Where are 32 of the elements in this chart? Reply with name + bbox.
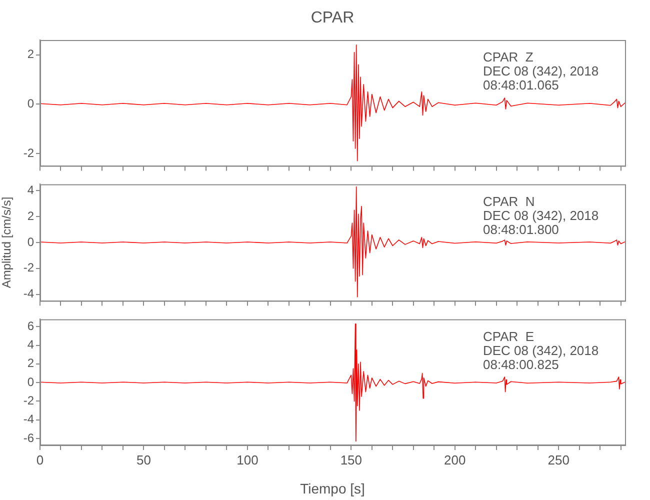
y-tick-label: -4 — [23, 412, 34, 426]
y-axis-title: Amplitud [cm/s/s] — [0, 196, 14, 288]
annotation: CPAR Z — [483, 50, 534, 65]
y-tick-label: 4 — [27, 182, 34, 197]
y-tick-label: 4 — [27, 338, 34, 352]
y-tick-label: -2 — [23, 146, 34, 160]
x-tick-label: 250 — [548, 452, 570, 468]
y-tick-label: -6 — [23, 430, 34, 445]
annotation: DEC 08 (342), 2018 — [483, 208, 599, 223]
y-tick-label: 6 — [27, 318, 34, 333]
annotation: 08:48:00.825 — [483, 356, 559, 372]
annotation: DEC 08 (342), 2018 — [483, 64, 599, 79]
y-tick-label: -2 — [23, 394, 34, 408]
annotation: 08:48:01.800 — [483, 222, 559, 237]
x-tick-label: 150 — [340, 452, 362, 468]
annotation: 08:48:01.065 — [483, 78, 559, 93]
y-tick-label: -4 — [23, 286, 34, 301]
y-tick-label: 0 — [27, 234, 34, 249]
x-axis-title: Tiempo [s] — [300, 480, 365, 496]
x-tick-label: 100 — [236, 452, 258, 468]
x-tick-label: 200 — [444, 452, 466, 468]
x-tick-label: 50 — [136, 452, 151, 468]
y-tick-label: 0 — [27, 96, 34, 110]
annotation: CPAR N — [483, 194, 535, 209]
y-tick-label: -2 — [23, 260, 34, 275]
y-tick-label: 2 — [27, 208, 34, 223]
annotation: DEC 08 (342), 2018 — [483, 342, 599, 358]
y-tick-label: 2 — [27, 356, 34, 370]
annotation: CPAR E — [483, 328, 534, 344]
y-tick-label: 2 — [27, 47, 34, 62]
chart-title: CPAR — [310, 9, 354, 26]
y-tick-label: 0 — [27, 374, 34, 389]
